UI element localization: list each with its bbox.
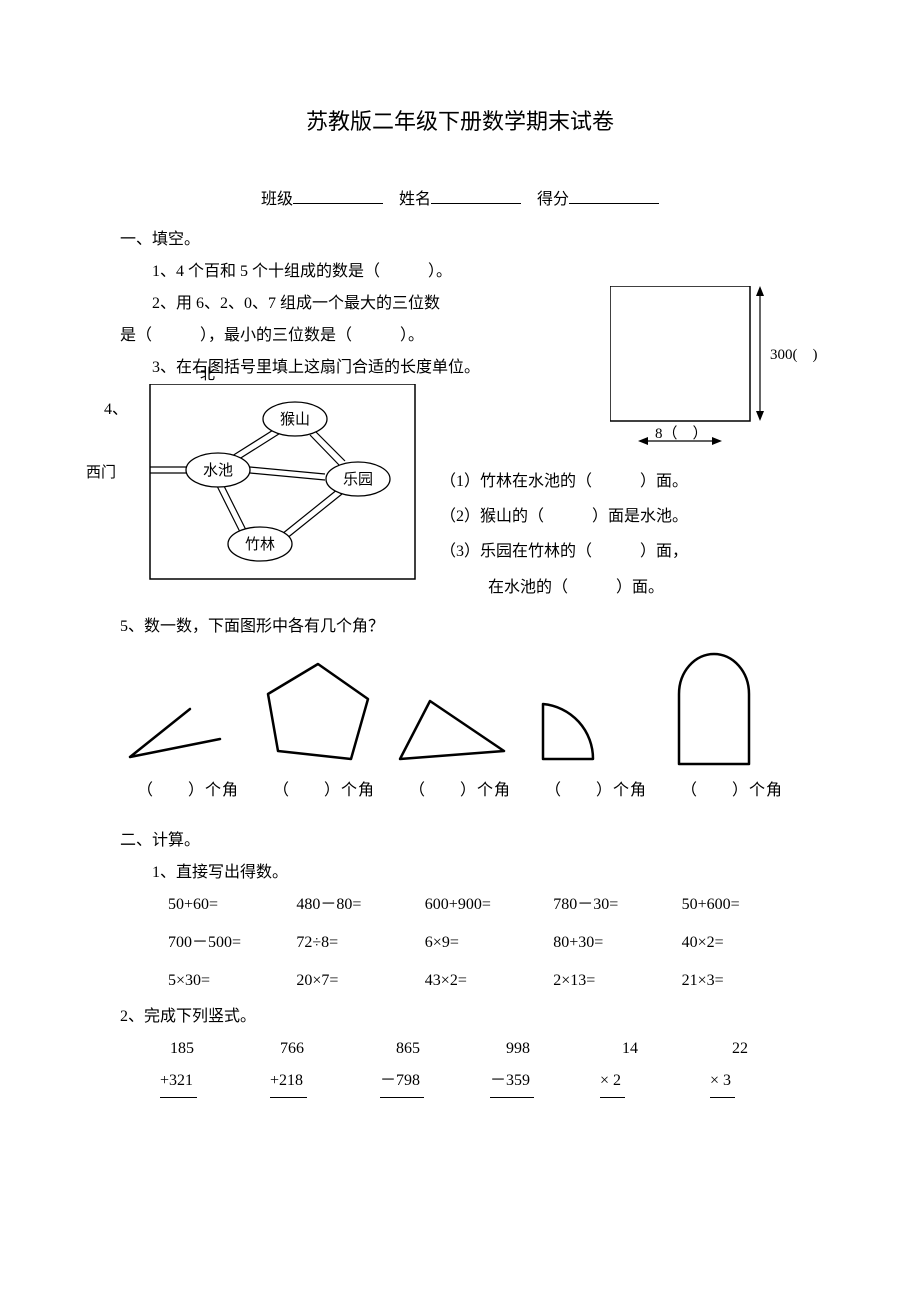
svg-text:8（ ）: 8（ ）: [655, 425, 708, 442]
shape-arch: [664, 649, 764, 769]
class-label: 班级: [261, 191, 293, 208]
vtop: 766: [270, 1033, 360, 1065]
shapes-row: （ ）个角 （ ）个角 （ ）个角 （ ）个角 （ ）个角: [120, 649, 800, 807]
angle-label-2: （ ）个角: [256, 775, 392, 807]
section-2: 二、计算。 1、直接写出得数。 50+60= 480－80= 600+900= …: [120, 825, 800, 1098]
score-label: 得分: [537, 191, 569, 208]
shape-quarter: [528, 689, 608, 769]
angle-label-3: （ ）个角: [392, 775, 528, 807]
calc: 2×13=: [553, 965, 671, 997]
score-blank: [569, 187, 659, 204]
student-info: 班级 姓名 得分: [120, 184, 800, 216]
shape-triangle: [392, 689, 512, 769]
svg-text:竹林: 竹林: [245, 536, 275, 553]
north-label: 北: [200, 360, 215, 390]
q4-2: （2）猴山的（ ）面是水池。: [440, 499, 688, 534]
s1-heading: 一、填空。: [120, 224, 800, 256]
svg-text:水池: 水池: [203, 462, 233, 479]
calc: 50+60=: [168, 889, 286, 921]
vtop: 865: [380, 1033, 470, 1065]
page-title: 苏教版二年级下册数学期末试卷: [120, 100, 800, 144]
section-1: 一、填空。 1、4 个百和 5 个十组成的数是（ ）。 2、用 6、2、0、7 …: [120, 224, 800, 807]
class-blank: [293, 187, 383, 204]
vtop: 998: [490, 1033, 580, 1065]
calc: 5×30=: [168, 965, 286, 997]
vbot: +321: [160, 1065, 197, 1098]
angle-label-5: （ ）个角: [664, 775, 800, 807]
calc-grid: 50+60= 480－80= 600+900= 780－30= 50+600= …: [168, 889, 800, 997]
west-label: 西门: [86, 458, 116, 488]
map-diagram: 猴山 水池 乐园 竹林: [120, 384, 420, 584]
vtop: 14: [600, 1033, 690, 1065]
angle-label-4: （ ）个角: [528, 775, 664, 807]
calc: 480－80=: [296, 889, 414, 921]
svg-text:300( ): 300( ): [770, 347, 818, 363]
q4-1: （1）竹林在水池的（ ）面。: [440, 464, 688, 499]
calc: 6×9=: [425, 927, 543, 959]
vtop: 185: [160, 1033, 250, 1065]
q5: 5、数一数，下面图形中各有几个角？: [120, 611, 800, 643]
svg-text:猴山: 猴山: [280, 411, 310, 428]
q4-3b: 在水池的（ ）面。: [440, 570, 688, 605]
calc: 40×2=: [682, 927, 800, 959]
vbot: +218: [270, 1065, 307, 1098]
door-diagram: 300( ) 8（ ）: [610, 286, 825, 461]
vbot: × 3: [710, 1065, 735, 1098]
shape-angle: [120, 679, 230, 769]
name-label: 姓名: [399, 191, 431, 208]
vbot: －359: [490, 1065, 534, 1098]
q1: 1、4 个百和 5 个十组成的数是（ ）。: [120, 256, 800, 288]
calc: 20×7=: [296, 965, 414, 997]
svg-text:乐园: 乐园: [343, 471, 373, 488]
q4-label: 4、: [104, 394, 128, 426]
calc: 700－500=: [168, 927, 286, 959]
calc: 50+600=: [682, 889, 800, 921]
calc: 72÷8=: [296, 927, 414, 959]
calc: 600+900=: [425, 889, 543, 921]
vbot: －798: [380, 1065, 424, 1098]
vbot: × 2: [600, 1065, 625, 1098]
angle-label-1: （ ）个角: [120, 775, 256, 807]
calc: 21×3=: [682, 965, 800, 997]
vertical-grid: 185+321 766+218 865－798 998－359 14× 2 22…: [160, 1033, 800, 1098]
calc: 80+30=: [553, 927, 671, 959]
vtop: 22: [710, 1033, 800, 1065]
name-blank: [431, 187, 521, 204]
s2-heading: 二、计算。: [120, 825, 800, 857]
q4-3: （3）乐园在竹林的（ ）面，: [440, 534, 688, 569]
s2-q2: 2、完成下列竖式。: [120, 1001, 800, 1033]
s2-q1: 1、直接写出得数。: [120, 857, 800, 889]
shape-pentagon: [256, 659, 376, 769]
calc: 43×2=: [425, 965, 543, 997]
calc: 780－30=: [553, 889, 671, 921]
